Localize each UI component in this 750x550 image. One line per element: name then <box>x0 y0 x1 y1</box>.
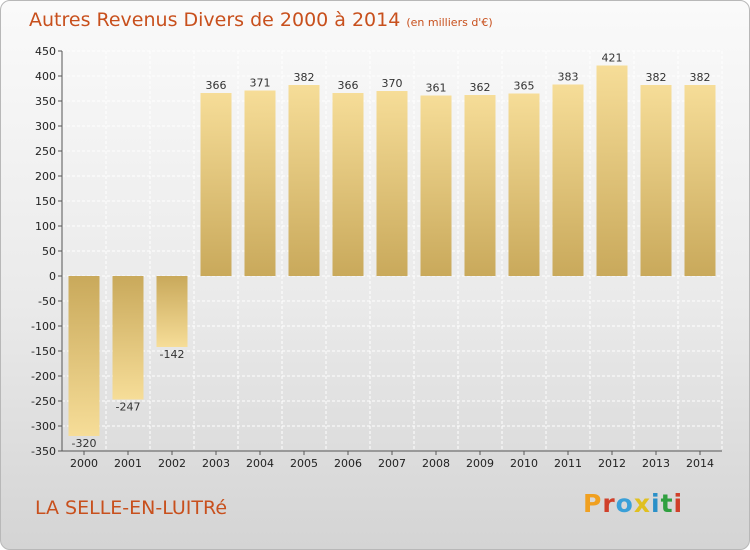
brand-logo-letter: i <box>673 489 684 518</box>
x-tick-label: 2001 <box>114 457 142 470</box>
y-tick-label: -350 <box>31 445 56 458</box>
bar-2008 <box>420 95 452 276</box>
data-label-2005: 382 <box>294 71 315 84</box>
brand-logo-letter: t <box>660 489 674 518</box>
bar-2005 <box>288 85 320 276</box>
x-tick-label: 2000 <box>70 457 98 470</box>
data-label-2013: 382 <box>646 71 667 84</box>
data-label-2014: 382 <box>690 71 711 84</box>
bar-2000 <box>68 276 100 436</box>
data-label-2004: 371 <box>250 77 271 90</box>
bar-2014 <box>684 85 716 276</box>
x-tick-label: 2005 <box>290 457 318 470</box>
bar-2001 <box>112 276 144 400</box>
y-tick-label: 300 <box>35 120 56 133</box>
data-label-2012: 421 <box>602 52 623 65</box>
y-tick-label: 100 <box>35 220 56 233</box>
data-label-2001: -247 <box>116 401 141 414</box>
data-label-2000: -320 <box>72 437 97 450</box>
bar-2007 <box>376 91 408 276</box>
data-label-2002: -142 <box>160 348 185 361</box>
data-label-2008: 361 <box>426 82 447 95</box>
data-label-2009: 362 <box>470 81 491 94</box>
y-tick-label: -100 <box>31 320 56 333</box>
data-label-2011: 383 <box>558 71 579 84</box>
brand-logo-letter: P <box>583 489 603 518</box>
data-label-2006: 366 <box>338 79 359 92</box>
x-tick-label: 2004 <box>246 457 274 470</box>
bars: -320 -247 -142 366 371 382 366 370 361 362 365 383 4… <box>68 52 716 450</box>
data-label-2007: 370 <box>382 77 403 90</box>
y-tick-label: 150 <box>35 195 56 208</box>
brand-logo: Proxiti <box>583 489 683 518</box>
y-tick-label: 0 <box>49 270 56 283</box>
bar-2013 <box>640 85 672 276</box>
y-tick-label: -300 <box>31 420 56 433</box>
bar-2011 <box>552 84 584 276</box>
y-tick-label: -50 <box>38 295 56 308</box>
y-tick-label: -150 <box>31 345 56 358</box>
x-tick-label: 2014 <box>686 457 714 470</box>
y-tick-label: 200 <box>35 170 56 183</box>
x-tick-label: 2008 <box>422 457 450 470</box>
brand-logo-letter: x <box>633 489 651 518</box>
data-label-2010: 365 <box>514 80 535 93</box>
x-tick-label: 2012 <box>598 457 626 470</box>
y-tick-label: 450 <box>35 45 56 58</box>
title-unit: (en milliers d'€) <box>406 16 493 29</box>
bar-2004 <box>244 90 276 276</box>
x-tick-label: 2011 <box>554 457 582 470</box>
brand-logo-letter: o <box>615 489 634 518</box>
x-tick-label: 2010 <box>510 457 538 470</box>
y-tick-label: 250 <box>35 145 56 158</box>
bar-2003 <box>200 93 232 276</box>
bar-2006 <box>332 93 364 276</box>
x-tick-label: 2003 <box>202 457 230 470</box>
x-tick-label: 2009 <box>466 457 494 470</box>
y-tick-label: 350 <box>35 95 56 108</box>
y-tick-label: 400 <box>35 70 56 83</box>
brand-logo-letter: i <box>651 489 661 518</box>
x-tick-label: 2002 <box>158 457 186 470</box>
bar-2012 <box>596 65 628 276</box>
bar-2002 <box>156 276 188 347</box>
x-tick-label: 2007 <box>378 457 406 470</box>
x-tick-label: 2006 <box>334 457 362 470</box>
axes: -350-300-250-200-150-100-500501001502002… <box>31 45 722 470</box>
y-tick-label: -250 <box>31 395 56 408</box>
x-tick-label: 2013 <box>642 457 670 470</box>
brand-logo-letter: r <box>602 489 616 518</box>
title-text: Autres Revenus Divers de 2000 à 2014 <box>29 9 401 31</box>
bar-2009 <box>464 95 496 276</box>
y-tick-label: -200 <box>31 370 56 383</box>
location-label: LA SELLE-EN-LUITRé <box>35 497 228 519</box>
data-label-2003: 366 <box>206 79 227 92</box>
y-tick-label: 50 <box>42 245 56 258</box>
bar-2010 <box>508 93 540 276</box>
chart-title: Autres Revenus Divers de 2000 à 2014 (en … <box>29 9 493 31</box>
